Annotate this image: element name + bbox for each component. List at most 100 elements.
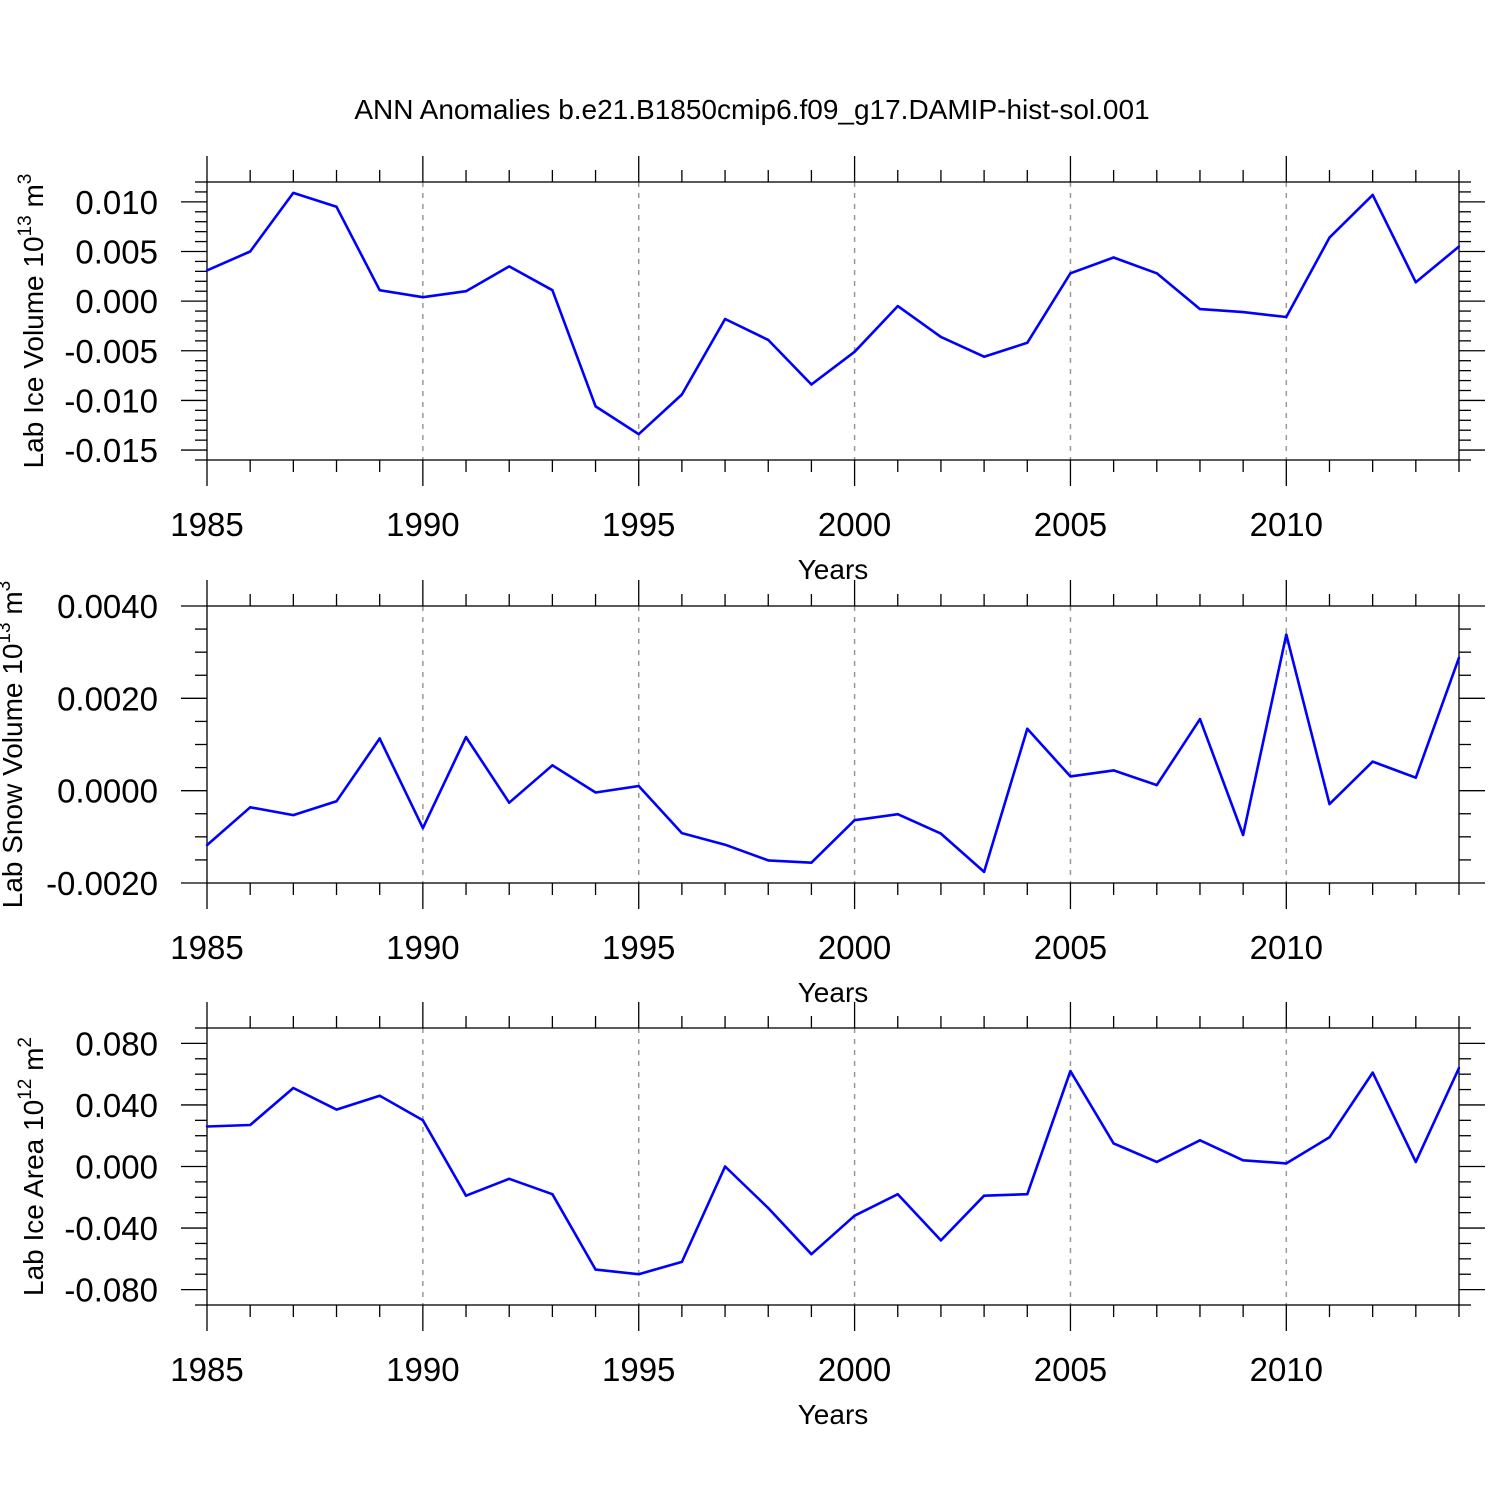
y-tick-label: 0.000 — [75, 283, 158, 320]
data-point — [1156, 272, 1158, 274]
data-point — [897, 1193, 899, 1195]
data-point — [594, 1268, 596, 1270]
data-point — [853, 1215, 855, 1217]
data-point — [1199, 718, 1201, 720]
x-tick-label: 2010 — [1250, 506, 1323, 543]
data-point — [378, 1095, 380, 1097]
data-point — [1026, 342, 1028, 344]
series-line — [207, 1068, 1459, 1274]
data-point — [983, 871, 985, 873]
y-tick-label: 0.0000 — [57, 773, 158, 810]
data-point — [940, 336, 942, 338]
x-tick-label: 2010 — [1250, 1351, 1323, 1388]
data-point — [1285, 316, 1287, 318]
y-axis-label: Lab Snow Volume 1013 m3 — [0, 581, 28, 908]
data-point — [724, 318, 726, 320]
data-point — [1112, 1142, 1114, 1144]
y-tick-label: -0.010 — [64, 382, 158, 419]
data-point — [249, 1124, 251, 1126]
data-point — [724, 1165, 726, 1167]
series-line — [207, 193, 1459, 434]
data-point — [983, 356, 985, 358]
x-tick-label: 1985 — [170, 1351, 243, 1388]
plot-frame — [207, 1028, 1459, 1305]
data-point — [1328, 803, 1330, 805]
data-point — [681, 393, 683, 395]
figure-title: ANN Anomalies b.e21.B1850cmip6.f09_g17.D… — [354, 94, 1149, 125]
data-point — [1285, 1162, 1287, 1164]
data-point — [810, 383, 812, 385]
y-tick-label: -0.0020 — [46, 865, 158, 902]
data-point — [638, 433, 640, 435]
x-tick-label: 2000 — [818, 929, 891, 966]
x-tick-label: 2005 — [1034, 929, 1107, 966]
data-point — [551, 289, 553, 291]
data-point — [853, 351, 855, 353]
data-point — [1371, 194, 1373, 196]
x-tick-label: 2005 — [1034, 1351, 1107, 1388]
data-point — [1199, 1139, 1201, 1141]
x-tick-label: 1995 — [602, 1351, 675, 1388]
x-tick-label: 1990 — [386, 506, 459, 543]
data-point — [1156, 1161, 1158, 1163]
data-point — [594, 405, 596, 407]
y-tick-label: 0.010 — [75, 184, 158, 221]
data-point — [810, 1253, 812, 1255]
data-point — [681, 832, 683, 834]
x-tick-label: 2000 — [818, 506, 891, 543]
data-point — [292, 1087, 294, 1089]
x-tick-label: 1995 — [602, 506, 675, 543]
data-point — [1328, 1136, 1330, 1138]
data-point — [1026, 728, 1028, 730]
data-point — [378, 289, 380, 291]
data-point — [853, 819, 855, 821]
data-point — [724, 843, 726, 845]
data-point — [1371, 1071, 1373, 1073]
data-point — [1328, 236, 1330, 238]
data-point — [335, 206, 337, 208]
data-point — [465, 290, 467, 292]
data-point — [1112, 256, 1114, 258]
x-tick-label: 2005 — [1034, 506, 1107, 543]
data-point — [378, 737, 380, 739]
anomalies-figure: ANN Anomalies b.e21.B1850cmip6.f09_g17.D… — [0, 0, 1500, 1500]
data-point — [594, 791, 596, 793]
data-point — [1458, 657, 1460, 659]
y-tick-label: 0.080 — [75, 1025, 158, 1062]
data-point — [249, 806, 251, 808]
x-tick-label: 1990 — [386, 1351, 459, 1388]
panel-3: 1985 1990 1995 2000 2005 2010 Years 0.080 0.040 0… — [15, 1002, 1485, 1430]
data-point — [638, 1273, 640, 1275]
data-point — [292, 814, 294, 816]
data-point — [508, 801, 510, 803]
data-point — [1069, 775, 1071, 777]
x-tick-label: 1995 — [602, 929, 675, 966]
y-tick-label: 0.040 — [75, 1087, 158, 1124]
data-point — [897, 305, 899, 307]
data-point — [940, 832, 942, 834]
data-point — [206, 1125, 208, 1127]
data-point — [508, 265, 510, 267]
x-tick-label: 1985 — [170, 929, 243, 966]
y-tick-label: 0.0040 — [57, 588, 158, 625]
panels: 1985 1990 1995 2000 2005 2010 Years 0.010 0.005 0… — [0, 156, 1485, 1430]
data-point — [1242, 1159, 1244, 1161]
data-point — [940, 1239, 942, 1241]
data-point — [1156, 784, 1158, 786]
x-axis-label: Years — [798, 554, 869, 585]
data-point — [1458, 1067, 1460, 1069]
data-point — [1285, 633, 1287, 635]
data-point — [638, 785, 640, 787]
data-point — [1415, 1161, 1417, 1163]
data-point — [465, 736, 467, 738]
series-line — [207, 635, 1459, 872]
data-point — [508, 1178, 510, 1180]
y-tick-label: 0.005 — [75, 234, 158, 271]
data-point — [1415, 777, 1417, 779]
panel-2: 1985 1990 1995 2000 2005 2010 Years 0.0040 0.002… — [0, 580, 1485, 1008]
data-point — [206, 844, 208, 846]
data-point — [983, 1195, 985, 1197]
y-axis-label: Lab Ice Volume 1013 m3 — [15, 174, 49, 469]
data-point — [681, 1261, 683, 1263]
data-point — [422, 296, 424, 298]
